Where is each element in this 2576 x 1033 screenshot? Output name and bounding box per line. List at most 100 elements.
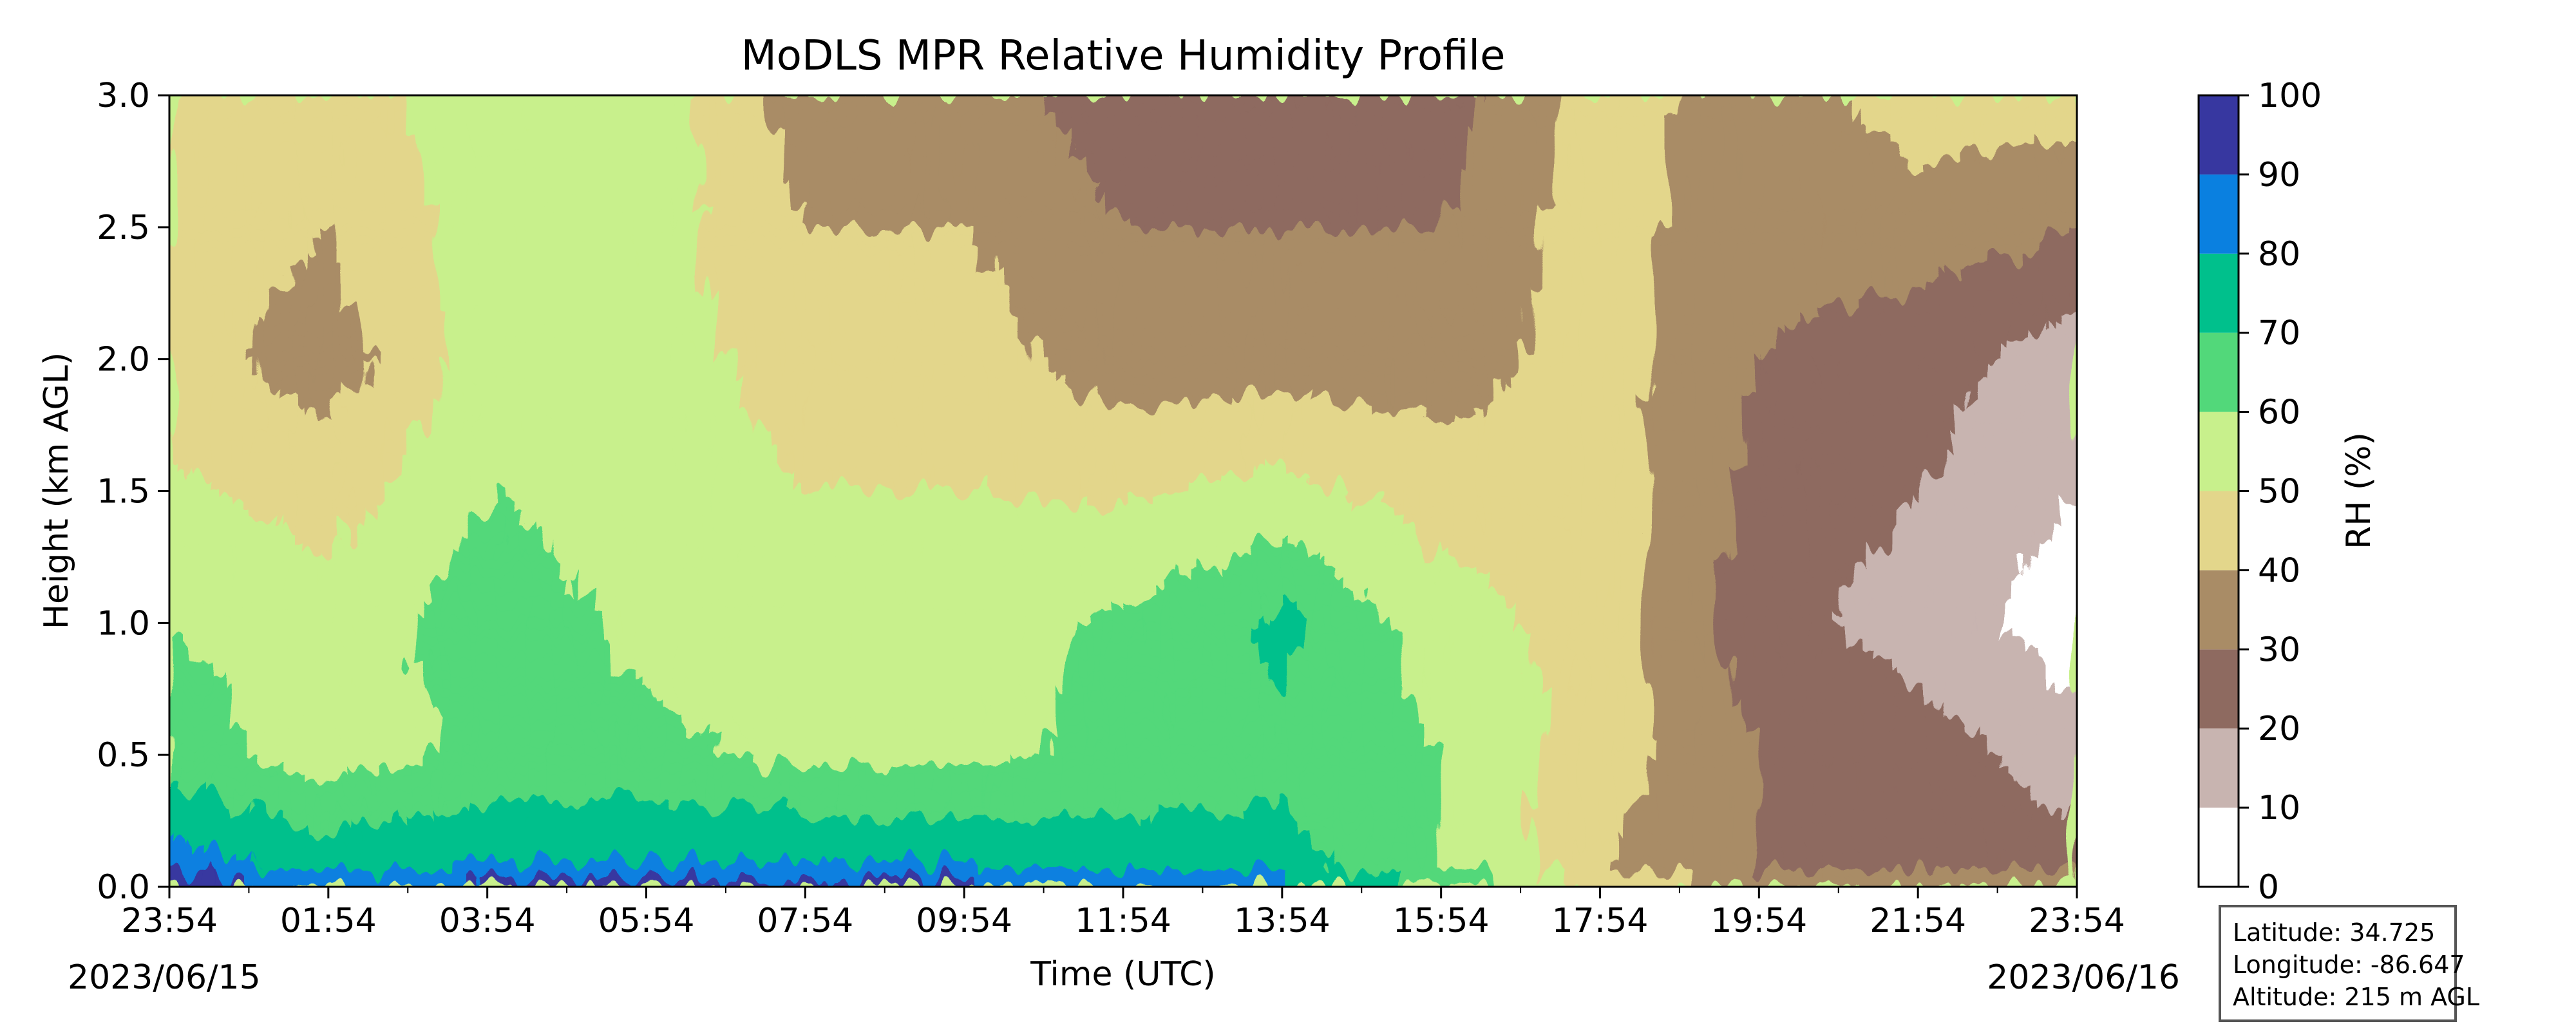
rh-cell — [843, 209, 857, 219]
rh-cell — [677, 165, 692, 175]
rh-cell — [346, 367, 361, 377]
rh-cell — [563, 385, 577, 395]
rh-cell — [601, 790, 615, 800]
rh-cell — [538, 649, 552, 659]
rh-cell — [283, 306, 298, 316]
rh-cell — [423, 209, 437, 219]
rh-cell — [296, 306, 310, 316]
rh-cell — [804, 261, 819, 272]
rh-cell — [843, 376, 857, 386]
rh-cell — [677, 605, 692, 615]
rh-cell — [855, 535, 869, 545]
rh-cell — [207, 341, 221, 351]
rh-cell — [804, 614, 819, 624]
rh-cell — [334, 147, 348, 158]
rh-cell — [843, 569, 857, 580]
rh-cell — [207, 306, 221, 316]
rh-cell — [766, 138, 781, 149]
rh-cell — [474, 393, 488, 404]
rh-cell — [410, 393, 424, 404]
rh-cell — [817, 95, 831, 105]
rh-cell — [296, 754, 310, 764]
rh-cell — [665, 622, 679, 632]
rh-cell — [601, 605, 615, 615]
rh-cell — [448, 438, 462, 448]
rh-cell — [690, 209, 705, 219]
rh-cell — [868, 499, 882, 509]
rh-cell — [703, 332, 717, 343]
rh-cell — [690, 253, 705, 263]
rh-cell — [296, 112, 310, 122]
rh-cell — [690, 869, 705, 879]
rh-cell — [792, 499, 806, 509]
rh-cell — [474, 165, 488, 175]
rh-cell — [359, 147, 374, 158]
rh-cell — [779, 482, 793, 492]
rh-cell — [372, 649, 386, 659]
rh-cell — [512, 631, 526, 641]
rh-cell — [830, 253, 844, 263]
rh-cell — [308, 412, 323, 421]
rh-cell — [741, 376, 755, 386]
rh-cell — [855, 491, 869, 500]
rh-cell — [703, 605, 717, 615]
rh-cell — [474, 658, 488, 668]
rh-cell — [576, 781, 590, 791]
rh-cell — [182, 596, 196, 606]
rh-cell — [703, 719, 717, 729]
rh-cell — [359, 772, 374, 782]
rh-cell — [766, 693, 781, 703]
rh-cell — [258, 227, 272, 237]
rh-cell — [270, 235, 285, 245]
rh-cell — [220, 701, 234, 712]
rh-cell — [715, 807, 730, 817]
rh-cell — [538, 851, 552, 861]
rh-cell — [232, 728, 247, 738]
rh-cell — [220, 385, 234, 395]
rh-cell — [499, 138, 513, 149]
rh-cell — [550, 130, 564, 140]
rh-cell — [550, 842, 564, 853]
rh-cell — [207, 227, 221, 237]
rh-cell — [321, 877, 336, 887]
rh-cell — [474, 693, 488, 703]
rh-cell — [855, 658, 869, 668]
rh-cell — [741, 499, 755, 509]
rh-cell — [830, 393, 844, 404]
rh-cell — [804, 95, 819, 105]
rh-cell — [436, 763, 450, 773]
rh-cell — [855, 104, 869, 114]
rh-cell — [525, 499, 539, 509]
rh-cell — [372, 693, 386, 703]
rh-cell — [576, 552, 590, 562]
rh-cell — [372, 174, 386, 184]
rh-cell — [525, 280, 539, 290]
rh-cell — [270, 869, 285, 879]
rh-cell — [372, 833, 386, 844]
rh-cell — [499, 156, 513, 166]
rh-cell — [448, 543, 462, 553]
rh-cell — [474, 183, 488, 193]
rh-cell — [346, 403, 361, 413]
rh-cell — [296, 174, 310, 184]
rh-cell — [792, 622, 806, 632]
rh-cell — [436, 95, 450, 105]
rh-cell — [703, 165, 717, 175]
rh-cell — [296, 323, 310, 334]
rh-cell — [703, 807, 717, 817]
rh-cell — [334, 332, 348, 343]
rh-cell — [359, 420, 374, 430]
rh-cell — [614, 359, 628, 369]
rh-cell — [346, 244, 361, 254]
rh-cell — [576, 508, 590, 518]
rh-cell — [410, 446, 424, 457]
rh-cell — [868, 754, 882, 764]
rh-cell — [474, 807, 488, 817]
rh-cell — [182, 605, 196, 615]
rh-cell — [715, 772, 730, 782]
rh-cell — [385, 420, 399, 430]
rh-cell — [207, 675, 221, 685]
rh-cell — [385, 790, 399, 800]
rh-cell — [448, 860, 462, 870]
rh-cell — [258, 728, 272, 738]
